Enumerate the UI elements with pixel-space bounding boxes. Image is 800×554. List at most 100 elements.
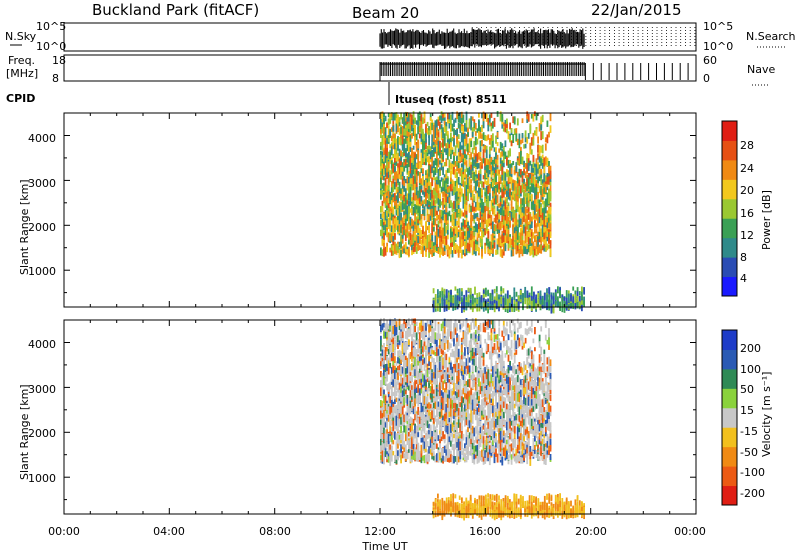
heatmap-cell: [443, 137, 446, 146]
heatmap-cell: [565, 297, 568, 305]
heatmap-cell: [400, 159, 402, 167]
heatmap-cell: [380, 213, 382, 220]
heatmap-cell: [459, 112, 462, 121]
heatmap-cell: [549, 170, 552, 180]
heatmap-cell: [409, 195, 412, 204]
heatmap-cell: [443, 227, 446, 237]
heatmap-cell: [488, 246, 491, 254]
heatmap-cell: [392, 206, 395, 215]
heatmap-cell: [502, 175, 505, 181]
heatmap-cell: [381, 204, 384, 213]
heatmap-cell: [510, 140, 513, 146]
heatmap-cell: [395, 329, 398, 335]
heatmap-cell: [504, 123, 507, 133]
heatmap-cell: [546, 176, 549, 185]
heatmap-cell: [420, 160, 423, 168]
heatmap-cell: [530, 296, 533, 301]
heatmap-cell: [526, 290, 529, 299]
heatmap-cell: [386, 223, 388, 232]
heatmap-cell: [488, 186, 491, 193]
heatmap-cell: [462, 174, 465, 181]
heatmap-cell: [487, 177, 490, 186]
heatmap-cell: [392, 228, 395, 237]
heatmap-cell: [384, 219, 387, 225]
heatmap-cell: [398, 370, 401, 376]
heatmap-cell: [418, 214, 421, 221]
heatmap-cell: [530, 172, 533, 179]
heatmap-cell: [493, 185, 496, 194]
heatmap-cell: [384, 201, 387, 209]
heatmap-cell: [535, 240, 538, 249]
heatmap-cell: [386, 347, 388, 352]
heatmap-cell: [526, 301, 529, 309]
heatmap-cell: [397, 178, 399, 184]
heatmap-cell: [490, 222, 493, 227]
heatmap-cell: [484, 206, 487, 213]
heatmap-cell: [460, 192, 463, 197]
heatmap-cell: [384, 145, 387, 155]
heatmap-cell: [397, 167, 399, 174]
heatmap-cell: [468, 244, 471, 252]
heatmap-cell: [538, 164, 541, 169]
heatmap-cell: [499, 165, 502, 171]
heatmap-cell: [476, 293, 479, 299]
heatmap-cell: [540, 244, 543, 250]
heatmap-cell: [380, 455, 382, 460]
heatmap-cell: [417, 221, 420, 229]
heatmap-cell: [470, 122, 473, 131]
heatmap-cell: [445, 206, 448, 213]
heatmap-cell: [470, 239, 473, 248]
heatmap-cell: [507, 246, 510, 251]
heatmap-cell: [518, 139, 521, 149]
heatmap-cell: [417, 171, 420, 176]
heatmap-cell: [493, 303, 496, 313]
heatmap-cell: [381, 189, 384, 196]
heatmap-cell: [401, 366, 404, 374]
heatmap-cell: [549, 165, 552, 175]
heatmap-cell: [524, 218, 527, 224]
heatmap-cell: [395, 410, 398, 416]
heatmap-cell: [422, 152, 424, 159]
heatmap-cell: [403, 349, 406, 358]
heatmap-cell: [411, 203, 413, 213]
heatmap-cell: [400, 203, 402, 213]
heatmap-cell: [403, 447, 406, 453]
heatmap-cell: [495, 249, 497, 255]
heatmap-cell: [380, 150, 382, 156]
noise-panel: N.Sky 10^5 10^0 10^5 10^0 N.Search: [5, 20, 796, 53]
heatmap-cell: [454, 117, 457, 123]
heatmap-cell: [412, 184, 415, 191]
heatmap-cell: [538, 156, 541, 163]
heatmap-cell: [476, 138, 479, 145]
heatmap-cell: [478, 300, 481, 308]
heatmap-cell: [493, 117, 496, 127]
heatmap-cell: [394, 181, 396, 188]
heatmap-cell: [445, 123, 448, 131]
heatmap-cell: [549, 125, 552, 133]
heatmap-cell: [529, 213, 532, 223]
heatmap-cell: [384, 178, 387, 186]
heatmap-cell: [492, 139, 494, 148]
heatmap-cell: [386, 205, 388, 211]
heatmap-cell: [381, 249, 384, 257]
heatmap-cell: [440, 117, 443, 124]
heatmap-cell: [481, 245, 483, 252]
heatmap-cell: [420, 120, 423, 128]
heatmap-cell: [408, 187, 410, 193]
heatmap-cell: [532, 154, 535, 162]
heatmap-cell: [428, 149, 430, 155]
heatmap-cell: [420, 114, 423, 122]
heatmap-cell: [409, 116, 412, 125]
heatmap-cell: [513, 303, 516, 313]
heatmap-cell: [535, 224, 538, 229]
heatmap-cell: [408, 384, 410, 391]
noise-sky-trace: [379, 28, 585, 49]
heatmap-cell: [538, 232, 541, 240]
heatmap-cell: [414, 227, 416, 233]
heatmap-cell: [420, 187, 423, 193]
heatmap-cell: [408, 137, 410, 143]
heatmap-cell: [409, 179, 412, 184]
heatmap-cell: [537, 292, 540, 298]
heatmap-cell: [384, 115, 387, 122]
heatmap-cell: [387, 454, 390, 463]
